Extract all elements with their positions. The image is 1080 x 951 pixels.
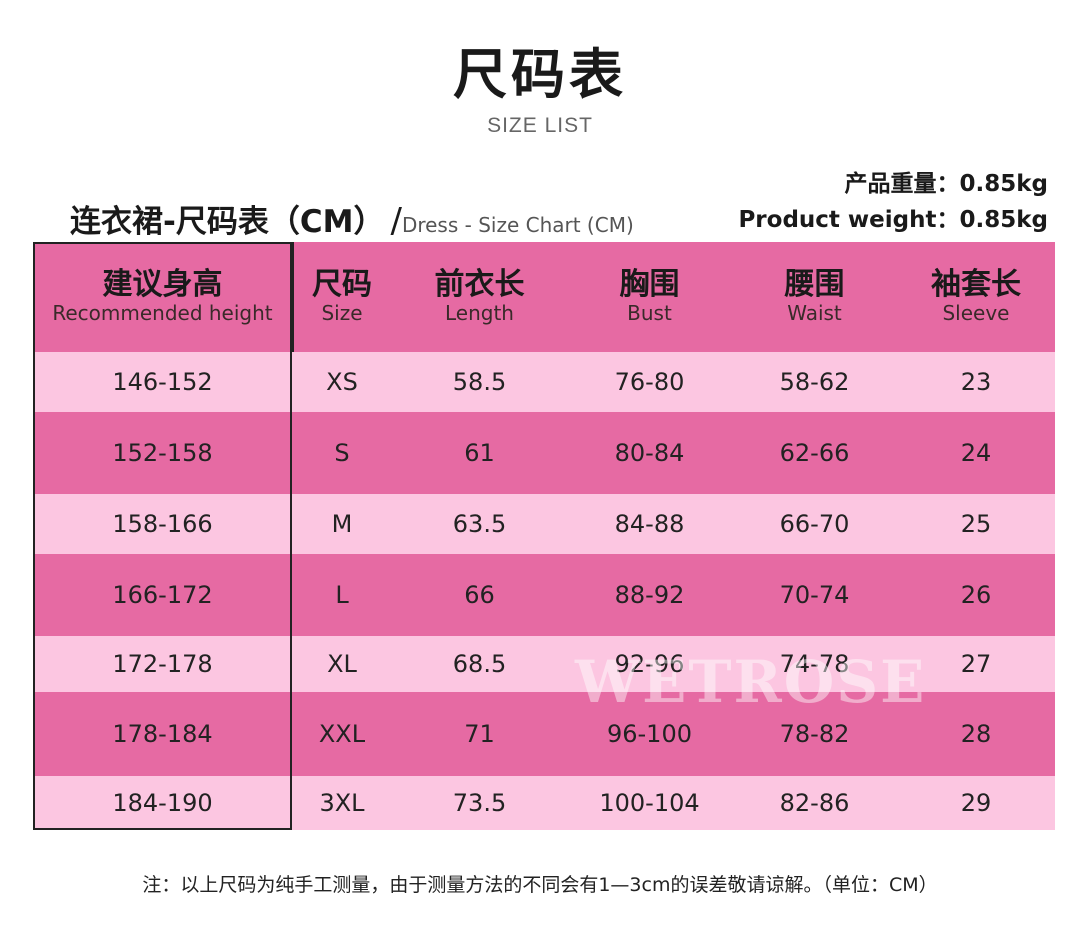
- cell-size: L: [335, 581, 349, 609]
- header-sleeve: 袖套长 Sleeve: [897, 242, 1055, 352]
- header-label-en: Length: [445, 301, 514, 325]
- chart-title: 连衣裙-尺码表（CM）/Dress - Size Chart (CM): [70, 196, 634, 241]
- product-weight-en: Product weight：0.85kg: [738, 207, 1048, 233]
- cell-waist: 62-66: [779, 439, 850, 467]
- cell-size: S: [334, 439, 350, 467]
- cell-sleeve: 25: [960, 510, 992, 538]
- cell-bust: 100-104: [599, 789, 700, 817]
- cell-waist: 70-74: [779, 581, 850, 609]
- header-label-en: Size: [321, 301, 363, 325]
- cell-bust: 96-100: [606, 720, 692, 748]
- cell-length: 58.5: [452, 368, 507, 396]
- cell-bust: 84-88: [614, 510, 685, 538]
- cell-bust: 80-84: [614, 439, 685, 467]
- cell-size: M: [331, 510, 353, 538]
- header-label-en: Recommended height: [52, 301, 273, 325]
- header-length: 前衣长 Length: [392, 242, 567, 352]
- chart-title-main: 连衣裙-尺码表（CM）: [70, 204, 385, 240]
- header-label-zh: 尺码: [312, 267, 372, 302]
- cell-bust: 92-96: [614, 650, 685, 678]
- cell-height: 172-178: [112, 650, 213, 678]
- header-size: 尺码 Size: [292, 242, 392, 352]
- page-subtitle: SIZE LIST: [487, 114, 593, 137]
- size-table: 建议身高 Recommended height 尺码 Size 前衣长 Leng…: [33, 242, 1055, 830]
- table-row: 158-166 M 63.5 84-88 66-70 25: [33, 494, 1055, 554]
- cell-height: 158-166: [112, 510, 213, 538]
- cell-sleeve: 23: [960, 368, 992, 396]
- cell-size: 3XL: [319, 789, 365, 817]
- cell-waist: 74-78: [779, 650, 850, 678]
- header-label-zh: 建议身高: [102, 267, 223, 302]
- header-height: 建议身高 Recommended height: [33, 242, 292, 352]
- cell-height: 146-152: [112, 368, 213, 396]
- cell-height: 152-158: [112, 439, 213, 467]
- cell-bust: 76-80: [614, 368, 685, 396]
- cell-sleeve: 28: [960, 720, 992, 748]
- cell-length: 61: [464, 439, 495, 467]
- page-title: 尺码表: [453, 42, 627, 106]
- chart-title-slash: /: [390, 201, 402, 241]
- header-bust: 胸围 Bust: [567, 242, 732, 352]
- cell-sleeve: 24: [960, 439, 992, 467]
- cell-length: 68.5: [452, 650, 507, 678]
- cell-length: 66: [464, 581, 495, 609]
- cell-size: XXL: [318, 720, 366, 748]
- cell-waist: 66-70: [779, 510, 850, 538]
- header-label-en: Waist: [787, 301, 842, 325]
- header-label-zh: 袖套长: [931, 267, 1021, 302]
- cell-length: 63.5: [452, 510, 507, 538]
- cell-size: XS: [326, 368, 358, 396]
- table-row: 152-158 S 61 80-84 62-66 24: [33, 412, 1055, 494]
- cell-size: XL: [327, 650, 357, 678]
- cell-sleeve: 29: [960, 789, 992, 817]
- cell-height: 166-172: [112, 581, 213, 609]
- table-row: 172-178 XL 68.5 92-96 74-78 27: [33, 636, 1055, 692]
- cell-height: 184-190: [112, 789, 213, 817]
- cell-length: 71: [464, 720, 495, 748]
- header-divider: [292, 242, 294, 352]
- table-row: 146-152 XS 58.5 76-80 58-62 23: [33, 352, 1055, 412]
- footnote: 注：以上尺码为纯手工测量，由于测量方法的不同会有1—3cm的误差敬请谅解。（单位…: [142, 874, 938, 896]
- cell-waist: 78-82: [779, 720, 850, 748]
- cell-height: 178-184: [112, 720, 213, 748]
- cell-sleeve: 26: [960, 581, 992, 609]
- cell-waist: 58-62: [779, 368, 850, 396]
- header-label-zh: 腰围: [784, 267, 845, 302]
- brand-watermark: WETROSE: [575, 648, 927, 716]
- header-label-zh: 前衣长: [434, 267, 525, 302]
- cell-sleeve: 27: [960, 650, 992, 678]
- header-label-en: Sleeve: [942, 301, 1010, 325]
- header-waist: 腰围 Waist: [732, 242, 897, 352]
- table-row: 184-190 3XL 73.5 100-104 82-86 29: [33, 776, 1055, 830]
- cell-waist: 82-86: [779, 789, 850, 817]
- table-row: 178-184 XXL 71 96-100 78-82 28: [33, 692, 1055, 776]
- chart-title-en: Dress - Size Chart (CM): [401, 213, 634, 237]
- table-row: 166-172 L 66 88-92 70-74 26: [33, 554, 1055, 636]
- header-label-en: Bust: [627, 301, 672, 325]
- product-weight-zh: 产品重量：0.85kg: [844, 171, 1048, 197]
- cell-length: 73.5: [452, 789, 507, 817]
- table-header-row: 建议身高 Recommended height 尺码 Size 前衣长 Leng…: [33, 242, 1055, 352]
- header-label-zh: 胸围: [619, 267, 680, 302]
- cell-bust: 88-92: [614, 581, 685, 609]
